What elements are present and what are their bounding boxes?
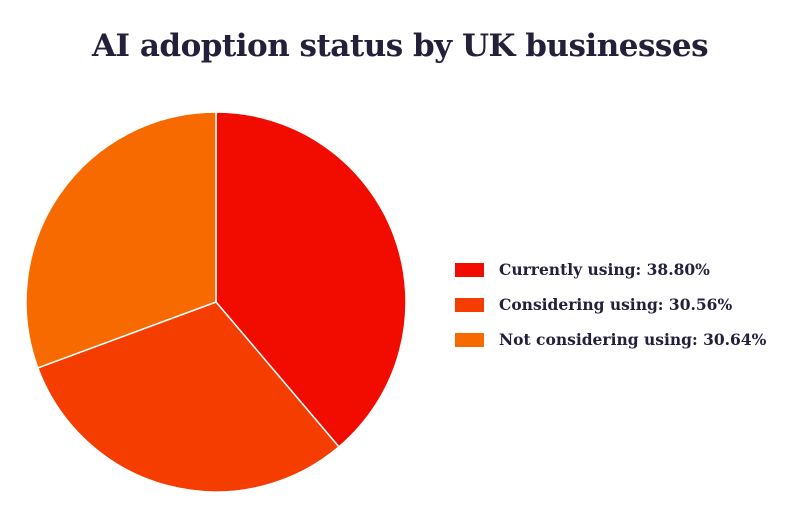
legend-swatch-not-considering-using [455, 332, 484, 347]
pie-slice-considering-using [37, 301, 340, 493]
legend-label-considering-using: Considering using: 30.56% [499, 295, 733, 314]
legend: Currently using: 38.80% Considering usin… [455, 252, 766, 357]
legend-item-considering-using: Considering using: 30.56% [455, 287, 766, 322]
legend-item-not-considering-using: Not considering using: 30.64% [455, 322, 766, 357]
legend-swatch-currently-using [455, 262, 484, 277]
chart-title: AI adoption status by UK businesses [91, 28, 709, 64]
legend-swatch-considering-using [455, 297, 484, 312]
legend-label-not-considering-using: Not considering using: 30.64% [499, 330, 767, 349]
legend-item-currently-using: Currently using: 38.80% [455, 252, 766, 287]
pie-slice-currently-using [215, 111, 407, 448]
pie-slice-not-considering-using [25, 111, 217, 369]
legend-label-currently-using: Currently using: 38.80% [499, 260, 710, 279]
